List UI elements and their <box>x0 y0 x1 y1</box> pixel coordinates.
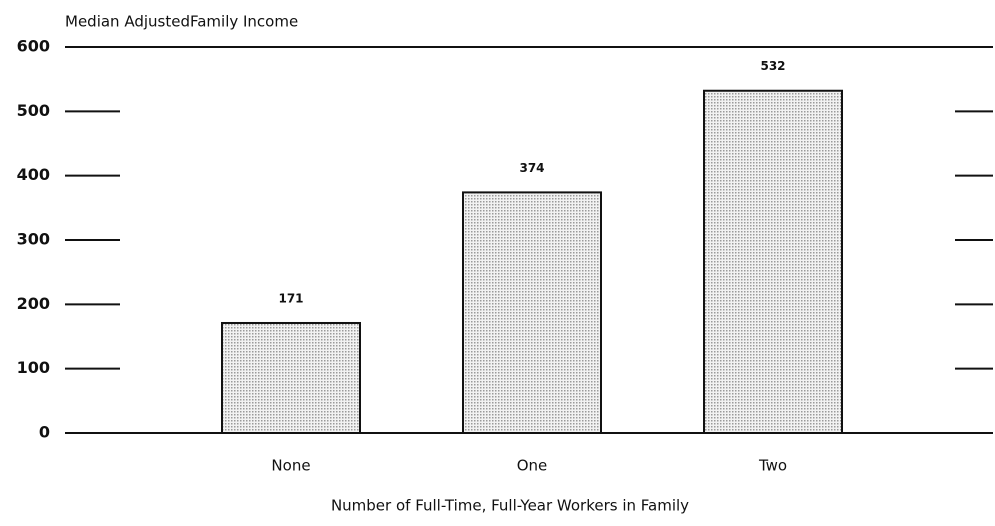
value-label: 171 <box>278 291 303 305</box>
y-tick-label: 300 <box>17 230 50 249</box>
bar <box>703 89 843 434</box>
y-tick-label: 600 <box>17 37 50 56</box>
x-tick-label: Two <box>758 457 787 475</box>
x-axis-label: Number of Full-Time, Full-Year Workers i… <box>331 497 689 515</box>
bar <box>462 191 602 434</box>
y-tick-label: 500 <box>17 101 50 120</box>
y-tick-label: 200 <box>17 294 50 313</box>
y-axis-label: Median AdjustedFamily Income <box>65 13 298 31</box>
y-tick-label: 400 <box>17 165 50 184</box>
bar <box>221 321 361 434</box>
y-tick-label: 100 <box>17 358 50 377</box>
value-label: 374 <box>519 161 544 175</box>
x-tick-label: One <box>517 457 548 475</box>
x-tick-label: None <box>271 457 310 475</box>
y-tick-label: 0 <box>39 423 50 442</box>
value-label: 532 <box>760 59 785 73</box>
